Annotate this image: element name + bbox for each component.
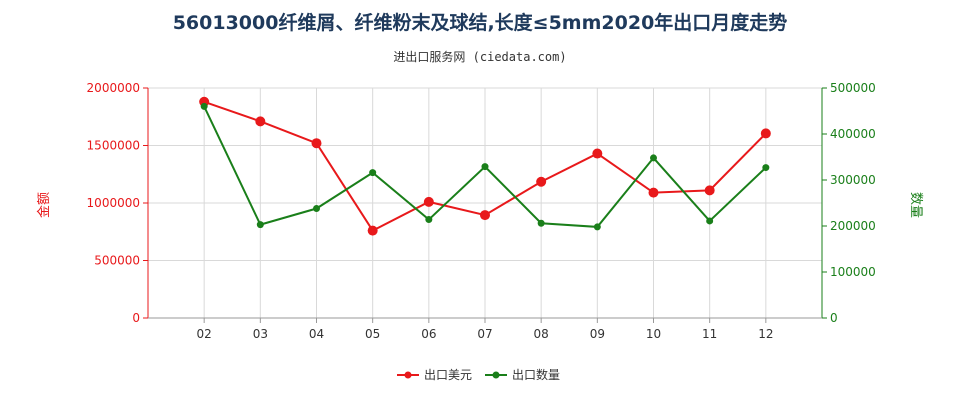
data-point-0 [423,196,434,207]
data-point-1 [200,102,208,110]
data-point-1 [762,164,770,172]
legend: 出口美元 出口数量 [397,367,560,382]
right-tick-label: 0 [830,311,838,325]
data-point-1 [369,169,377,177]
legend-marker-0 [404,371,412,379]
data-point-1 [650,154,657,162]
right-tick-label: 200000 [830,219,876,233]
axis-layer: 0 500000 1000000 1500000 2000000 0 100000 20000… [87,81,876,341]
x-tick-label: 07 [477,327,492,341]
left-tick-label: 1000000 [87,196,140,210]
data-point-0 [648,187,659,198]
right-tick-label: 300000 [830,173,876,187]
data-point-0 [255,116,266,127]
right-axis-label: 数量 [908,192,923,218]
data-point-0 [311,138,322,149]
left-axis-label: 金额 [36,192,52,218]
legend-label-1: 出口数量 [512,367,560,382]
grid-layer [148,87,822,319]
x-tick-label: 05 [365,327,380,341]
data-point-1 [481,163,489,171]
x-tick-label: 10 [646,327,661,341]
x-tick-label: 12 [758,327,773,341]
x-tick-label: 02 [197,327,212,341]
data-point-1 [313,205,320,213]
data-point-0 [536,176,547,187]
x-tick-label: 04 [309,327,324,341]
right-tick-label: 400000 [830,127,876,141]
x-tick-label: 09 [590,327,605,341]
x-tick-label: 11 [702,327,717,341]
left-tick-label: 1500000 [87,139,140,153]
x-tick-label: 06 [421,327,436,341]
chart-title: 56013000纤维屑、纤维粉末及球结,长度≤5mm2020年出口月度走势 [172,12,788,34]
right-tick-label: 100000 [830,265,876,279]
left-tick-label: 500000 [94,254,140,268]
data-point-1 [706,217,714,225]
legend-label-0: 出口美元 [424,368,472,382]
data-point-0 [760,128,771,139]
data-point-1 [593,223,601,231]
x-tick-label: 03 [253,327,268,341]
x-tick-label: 08 [534,327,549,341]
data-point-1 [256,221,264,229]
legend-marker-1 [492,371,500,379]
data-point-0 [592,148,603,159]
left-tick-label: 2000000 [87,81,140,95]
data-point-0 [367,225,378,236]
chart-subtitle: 进出口服务网 (ciedata.com) [393,50,567,64]
data-point-0 [480,210,490,221]
left-tick-label: 0 [132,311,140,325]
data-point-1 [425,216,433,224]
right-tick-label: 500000 [830,81,876,95]
series-layer [199,96,771,236]
data-point-1 [537,219,545,227]
data-point-0 [704,185,715,196]
